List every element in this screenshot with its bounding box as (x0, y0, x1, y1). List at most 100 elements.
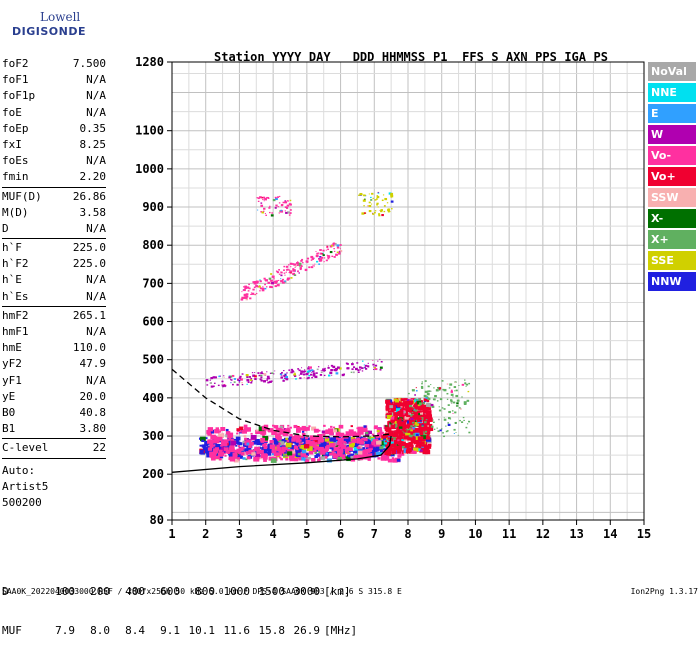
echo-point (411, 389, 415, 392)
autoscale-line1: Auto: (2, 463, 36, 477)
echo-point (421, 418, 423, 420)
echo-point (327, 248, 329, 251)
echo-point (424, 380, 427, 382)
echo-point (236, 439, 240, 442)
x-tick-label: 4 (270, 527, 277, 541)
echo-point (326, 440, 330, 444)
echo-point (286, 270, 288, 271)
echo-point (265, 453, 268, 456)
echo-point (285, 265, 289, 268)
echo-point (330, 425, 333, 428)
echo-point (371, 433, 375, 436)
echo-point (414, 420, 417, 423)
echo-point (436, 400, 439, 402)
echo-point (256, 451, 260, 454)
echo-point (357, 371, 360, 373)
echo-point (280, 210, 284, 213)
echo-point (314, 446, 319, 450)
echo-point (427, 426, 434, 432)
echo-point (245, 458, 248, 461)
echo-point (344, 456, 349, 460)
echo-point (294, 265, 297, 267)
echo-point (394, 405, 401, 410)
echo-point (363, 366, 366, 369)
echo-point (314, 455, 319, 459)
echo-point (374, 425, 378, 429)
x-tick-label: 5 (303, 527, 310, 541)
echo-point (372, 446, 375, 449)
echo-point (337, 436, 341, 440)
d-value: 200 (90, 585, 110, 598)
echo-point (243, 427, 248, 431)
m-value: 8.0 (90, 624, 110, 637)
muf-frequency-row: MUF 7.9 8.0 8.4 9.1 10.1 11.6 15.8 26.9 [MHz] (2, 624, 357, 637)
echo-point (283, 370, 285, 372)
echo-point (218, 430, 222, 433)
echo-point (379, 368, 382, 371)
param-row-foep: foEp 0.35 (2, 121, 106, 137)
echo-point (205, 379, 209, 382)
echo-point (255, 292, 258, 295)
echo-point (423, 414, 430, 420)
echo-point (363, 194, 366, 197)
echo-point (344, 436, 351, 442)
echo-point (326, 245, 328, 247)
echo-point (391, 449, 396, 453)
echo-point (287, 451, 293, 456)
echo-point (403, 411, 406, 414)
echo-point (316, 252, 319, 255)
echo-point (313, 265, 315, 267)
echo-point (250, 434, 257, 440)
echo-point (291, 370, 294, 373)
echo-point (295, 439, 301, 443)
echo-point (422, 447, 427, 451)
echo-point (380, 456, 387, 461)
echo-point (287, 277, 291, 280)
echo-point (212, 385, 215, 388)
echo-point (279, 449, 285, 454)
echo-point (288, 264, 290, 266)
echo-point (432, 419, 434, 421)
echo-point (322, 439, 327, 443)
hl-9: PPS (535, 50, 557, 64)
d-value: 1500 (258, 585, 286, 598)
param-value: N/A (86, 89, 106, 103)
autoscale-line3: 500200 (2, 495, 42, 509)
echo-point (411, 437, 416, 441)
echo-point (244, 285, 248, 288)
echo-point (213, 448, 218, 452)
echo-point (328, 428, 334, 433)
echo-point (416, 406, 419, 409)
echo-point (358, 366, 362, 369)
echo-point (351, 363, 354, 365)
echo-point (242, 457, 246, 460)
echo-point (393, 423, 398, 428)
echo-point (329, 443, 335, 448)
echo-point (419, 402, 423, 405)
echo-point (280, 376, 283, 379)
echo-point (319, 373, 323, 376)
echo-point (253, 456, 260, 462)
echo-point (218, 458, 222, 461)
echo-point (353, 439, 357, 443)
echo-point (347, 446, 353, 452)
echo-point (250, 381, 253, 384)
echo-point (235, 445, 238, 447)
echo-point (271, 212, 274, 214)
echo-point (246, 379, 250, 382)
echo-point (224, 386, 226, 388)
echo-point (254, 294, 256, 296)
echo-point (367, 362, 369, 364)
echo-point (406, 407, 412, 412)
echo-point (325, 259, 328, 262)
echo-point (301, 425, 306, 430)
echo-point (426, 392, 429, 394)
echo-point (284, 206, 287, 209)
echo-point (398, 431, 403, 435)
echo-point (411, 412, 414, 414)
echo-point (412, 450, 417, 454)
echo-point (229, 456, 235, 461)
echo-point (453, 386, 457, 389)
echo-point (272, 198, 276, 202)
echo-point (283, 265, 286, 268)
